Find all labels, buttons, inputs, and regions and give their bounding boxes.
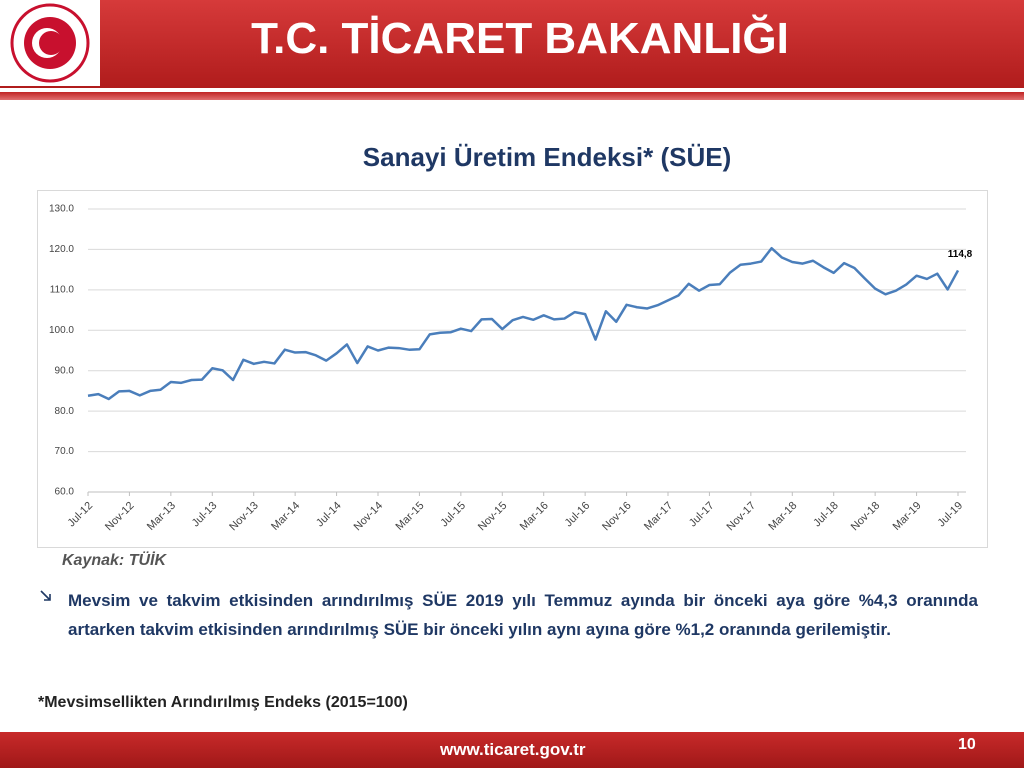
y-tick-label: 130.0 bbox=[49, 204, 74, 215]
footnote: *Mevsimsellikten Arındırılmış Endeks (20… bbox=[38, 694, 408, 711]
data-label: 114,8 bbox=[948, 249, 973, 260]
y-tick-label: 100.0 bbox=[49, 325, 74, 336]
bullet-text: Mevsim ve takvim etkisinden arındırılmış… bbox=[68, 591, 978, 639]
source: Kaynak: TÜİK bbox=[62, 552, 167, 569]
page-number: 10 bbox=[958, 736, 976, 753]
line-series bbox=[87, 246, 960, 401]
y-tick-label: 70.0 bbox=[55, 446, 75, 457]
chart: 60.070.080.090.0100.0110.0120.0130.0Jul-… bbox=[37, 190, 988, 548]
y-tick-label: 60.0 bbox=[55, 487, 75, 498]
logo bbox=[0, 0, 100, 86]
y-tick-label: 90.0 bbox=[55, 365, 75, 376]
chart-frame bbox=[37, 190, 988, 548]
footer-band bbox=[0, 732, 1024, 768]
bullet-icon bbox=[40, 590, 51, 601]
y-tick-label: 110.0 bbox=[50, 284, 75, 295]
logo-moon-cut bbox=[39, 31, 63, 55]
footer-url: www.ticaret.gov.tr bbox=[440, 740, 586, 759]
header-band bbox=[0, 0, 1024, 88]
chart-title: Sanayi Üretim Endeksi* (SÜE) bbox=[362, 142, 732, 172]
header-title: T.C. TİCARET BAKANLIĞI bbox=[251, 14, 789, 63]
bullet-arrow bbox=[40, 590, 51, 601]
y-tick-label: 80.0 bbox=[55, 406, 75, 417]
header-strip bbox=[0, 92, 1024, 100]
logo-ring bbox=[10, 3, 90, 83]
logo-art bbox=[10, 3, 90, 83]
y-tick-label: 120.0 bbox=[49, 244, 74, 255]
